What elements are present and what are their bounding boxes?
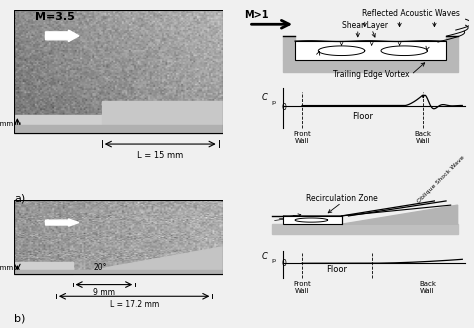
Text: Back
Wall: Back Wall bbox=[414, 131, 431, 144]
Text: 0: 0 bbox=[281, 103, 286, 112]
Bar bbox=[14, 270, 223, 274]
Bar bbox=[283, 60, 457, 72]
FancyArrow shape bbox=[46, 219, 79, 226]
Text: Recirculation Zone: Recirculation Zone bbox=[306, 194, 377, 203]
Text: a): a) bbox=[14, 194, 26, 203]
Text: Reflected Acoustic Waves: Reflected Acoustic Waves bbox=[362, 9, 460, 18]
FancyArrow shape bbox=[46, 30, 79, 42]
Bar bbox=[14, 262, 73, 274]
Text: Oblique Shock Wave: Oblique Shock Wave bbox=[417, 155, 466, 204]
Text: Floor: Floor bbox=[327, 265, 347, 275]
Bar bbox=[272, 224, 457, 234]
Text: Front
Wall: Front Wall bbox=[293, 281, 311, 294]
Bar bbox=[14, 115, 102, 133]
Text: Front
Wall: Front Wall bbox=[293, 131, 311, 144]
Text: Floor: Floor bbox=[352, 112, 373, 121]
Text: 0: 0 bbox=[281, 259, 286, 268]
Text: D=3mm: D=3mm bbox=[0, 265, 13, 271]
Text: p: p bbox=[271, 100, 275, 105]
Text: 20°: 20° bbox=[93, 263, 107, 272]
Bar bbox=[14, 10, 223, 133]
Bar bbox=[14, 200, 223, 274]
Bar bbox=[14, 125, 223, 133]
Polygon shape bbox=[341, 205, 457, 224]
Text: D=3mm: D=3mm bbox=[0, 121, 13, 127]
Text: C: C bbox=[262, 93, 268, 102]
Text: Shear Layer: Shear Layer bbox=[342, 21, 388, 30]
Text: C: C bbox=[262, 252, 268, 261]
Bar bbox=[446, 36, 457, 60]
Bar bbox=[295, 41, 446, 60]
Text: 9 mm: 9 mm bbox=[93, 288, 115, 297]
Polygon shape bbox=[73, 247, 223, 274]
Text: b): b) bbox=[14, 313, 26, 323]
Bar bbox=[102, 101, 223, 133]
Text: L = 17.2 mm: L = 17.2 mm bbox=[109, 300, 159, 309]
Text: M>1: M>1 bbox=[244, 10, 268, 20]
Text: L = 15 mm: L = 15 mm bbox=[137, 151, 183, 160]
Text: p: p bbox=[271, 258, 275, 263]
Text: M=3.5: M=3.5 bbox=[35, 12, 75, 22]
Bar bbox=[283, 36, 295, 60]
Bar bbox=[283, 216, 341, 224]
Text: Back
Wall: Back Wall bbox=[419, 281, 436, 294]
Text: Trailing Edge Vortex: Trailing Edge Vortex bbox=[334, 70, 410, 79]
